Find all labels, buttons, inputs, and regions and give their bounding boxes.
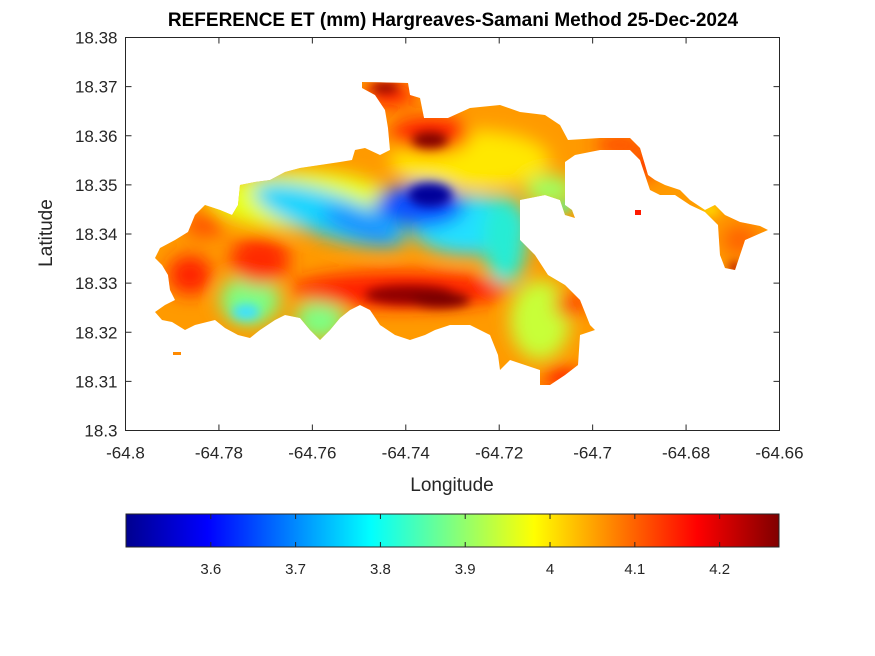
y-axis-ticks: 18.3 18.31 18.32 18.33 18.34 18.35 18.36 18.37 1… xyxy=(75,29,780,441)
colorbar-tick-label: 4.2 xyxy=(709,561,730,578)
y-axis-label: Latitude xyxy=(36,199,57,267)
colorbar-tick-label: 4 xyxy=(546,561,554,578)
x-tick-label: -64.68 xyxy=(662,444,710,463)
colorbar-tick-label: 4.1 xyxy=(624,561,645,578)
y-tick-label: 18.38 xyxy=(75,29,118,48)
colorbar xyxy=(125,513,780,548)
y-tick-label: 18.37 xyxy=(75,78,118,97)
colorbar-tick-label: 3.7 xyxy=(285,561,306,578)
x-axis-label: Longitude xyxy=(410,475,493,496)
colorbar-tick-label: 3.9 xyxy=(455,561,476,578)
y-tick-label: 18.36 xyxy=(75,127,118,146)
x-tick-label: -64.66 xyxy=(755,444,803,463)
y-tick-label: 18.32 xyxy=(75,323,118,342)
x-tick-label: -64.74 xyxy=(382,444,430,463)
colorbar-tick-label: 3.6 xyxy=(200,561,221,578)
x-tick-label: -64.72 xyxy=(475,444,523,463)
map-title: REFERENCE ET (mm) Hargreaves-Samani Meth… xyxy=(168,10,739,31)
y-tick-label: 18.34 xyxy=(75,225,118,244)
x-axis-ticks: -64.8 -64.78 -64.76 -64.74 -64.72 -64.7 -64.68… xyxy=(106,37,804,463)
islet xyxy=(173,352,181,355)
islet xyxy=(635,210,641,215)
y-tick-label: 18.33 xyxy=(75,274,118,293)
x-tick-label: -64.7 xyxy=(573,444,612,463)
x-tick-label: -64.76 xyxy=(288,444,336,463)
x-tick-label: -64.8 xyxy=(106,444,145,463)
y-tick-label: 18.35 xyxy=(75,176,118,195)
colorbar-ticks: 3.6 3.7 3.8 3.9 4 4.1 4.2 xyxy=(200,514,730,578)
colorbar-tick-label: 3.8 xyxy=(370,561,391,578)
x-tick-label: -64.78 xyxy=(195,444,243,463)
y-tick-label: 18.31 xyxy=(75,372,118,391)
y-tick-label: 18.3 xyxy=(84,422,117,441)
